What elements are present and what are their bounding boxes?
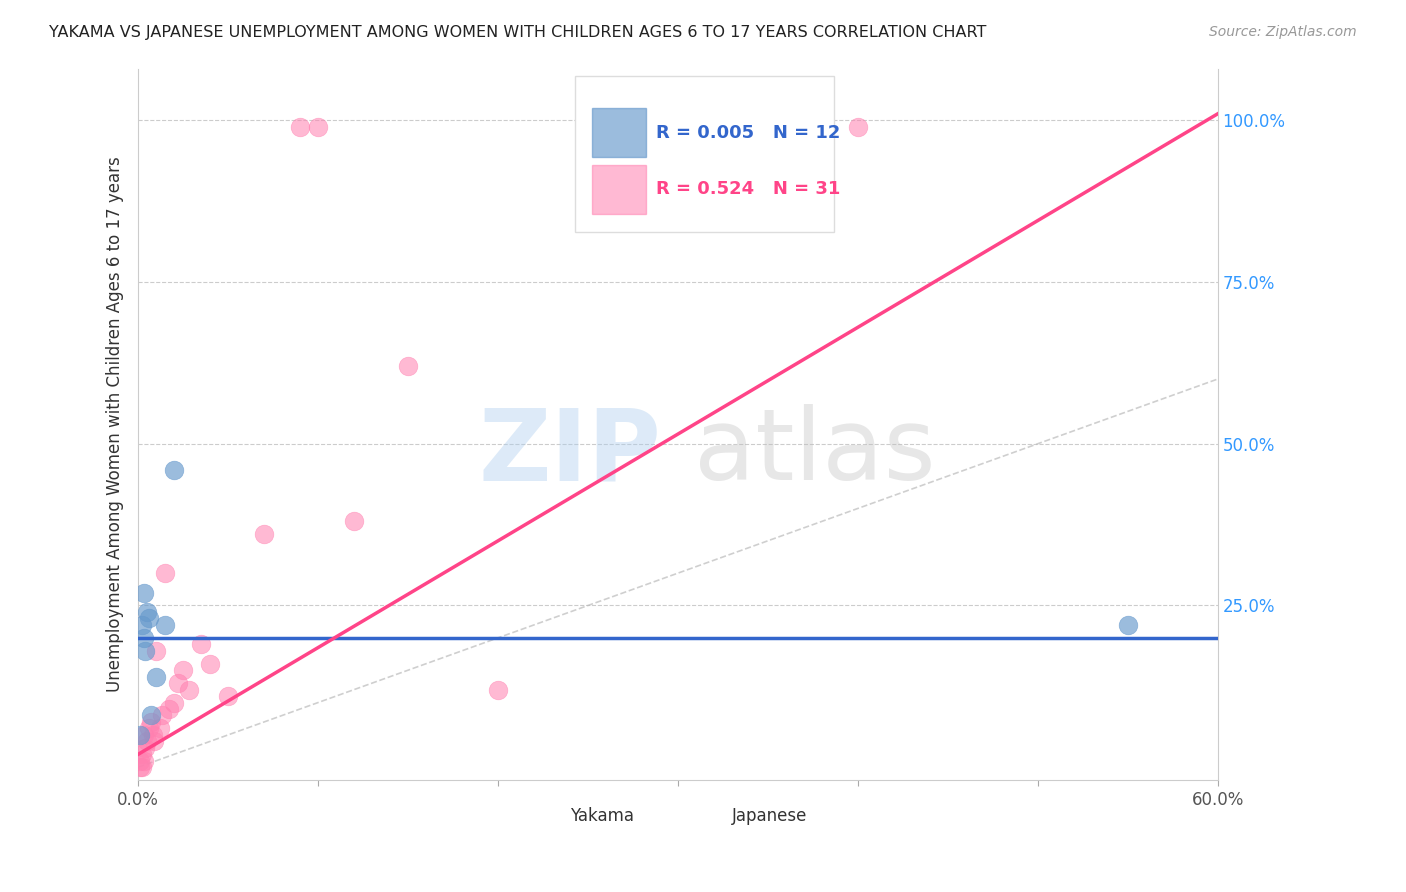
Point — [132, 631, 155, 645]
Point — [143, 734, 166, 748]
Point — [132, 585, 155, 599]
Point — [307, 120, 329, 134]
Text: atlas: atlas — [695, 404, 936, 501]
FancyBboxPatch shape — [592, 108, 645, 158]
Point — [149, 722, 172, 736]
Text: YAKAMA VS JAPANESE UNEMPLOYMENT AMONG WOMEN WITH CHILDREN AGES 6 TO 17 YEARS COR: YAKAMA VS JAPANESE UNEMPLOYMENT AMONG WO… — [49, 25, 987, 40]
Text: ZIP: ZIP — [479, 404, 662, 501]
Point — [131, 747, 153, 762]
Text: R = 0.005   N = 12: R = 0.005 N = 12 — [657, 124, 841, 142]
Point — [217, 689, 239, 703]
Point — [155, 618, 177, 632]
Point — [132, 728, 155, 742]
Point — [253, 527, 276, 541]
Text: R = 0.524   N = 31: R = 0.524 N = 31 — [657, 180, 841, 199]
Point — [486, 682, 509, 697]
Point — [172, 663, 194, 677]
Point — [1116, 618, 1139, 632]
Point — [155, 566, 177, 581]
Point — [139, 714, 162, 729]
Point — [131, 618, 153, 632]
Point — [134, 740, 156, 755]
Point — [177, 682, 200, 697]
Point — [150, 708, 173, 723]
Point — [157, 702, 180, 716]
Point — [290, 120, 312, 134]
Point — [132, 754, 155, 768]
FancyBboxPatch shape — [575, 76, 835, 232]
Point — [138, 611, 160, 625]
FancyBboxPatch shape — [592, 165, 645, 214]
Point — [145, 670, 167, 684]
Point — [190, 637, 212, 651]
FancyBboxPatch shape — [537, 802, 565, 830]
Point — [163, 696, 186, 710]
FancyBboxPatch shape — [700, 802, 727, 830]
Point — [136, 605, 159, 619]
Point — [846, 120, 869, 134]
Point — [163, 462, 186, 476]
Text: Japanese: Japanese — [733, 806, 807, 825]
Point — [142, 728, 165, 742]
Point — [136, 734, 159, 748]
Text: Source: ZipAtlas.com: Source: ZipAtlas.com — [1209, 25, 1357, 39]
Point — [129, 754, 152, 768]
Point — [396, 359, 419, 373]
Point — [200, 657, 222, 671]
Point — [138, 722, 160, 736]
Point — [134, 644, 156, 658]
Point — [166, 676, 188, 690]
Y-axis label: Unemployment Among Women with Children Ages 6 to 17 years: Unemployment Among Women with Children A… — [107, 156, 124, 692]
Point — [129, 760, 152, 774]
Point — [129, 728, 152, 742]
Point — [343, 514, 366, 528]
Point — [131, 760, 153, 774]
Point — [145, 644, 167, 658]
Point — [139, 708, 162, 723]
Text: Yakama: Yakama — [569, 806, 634, 825]
